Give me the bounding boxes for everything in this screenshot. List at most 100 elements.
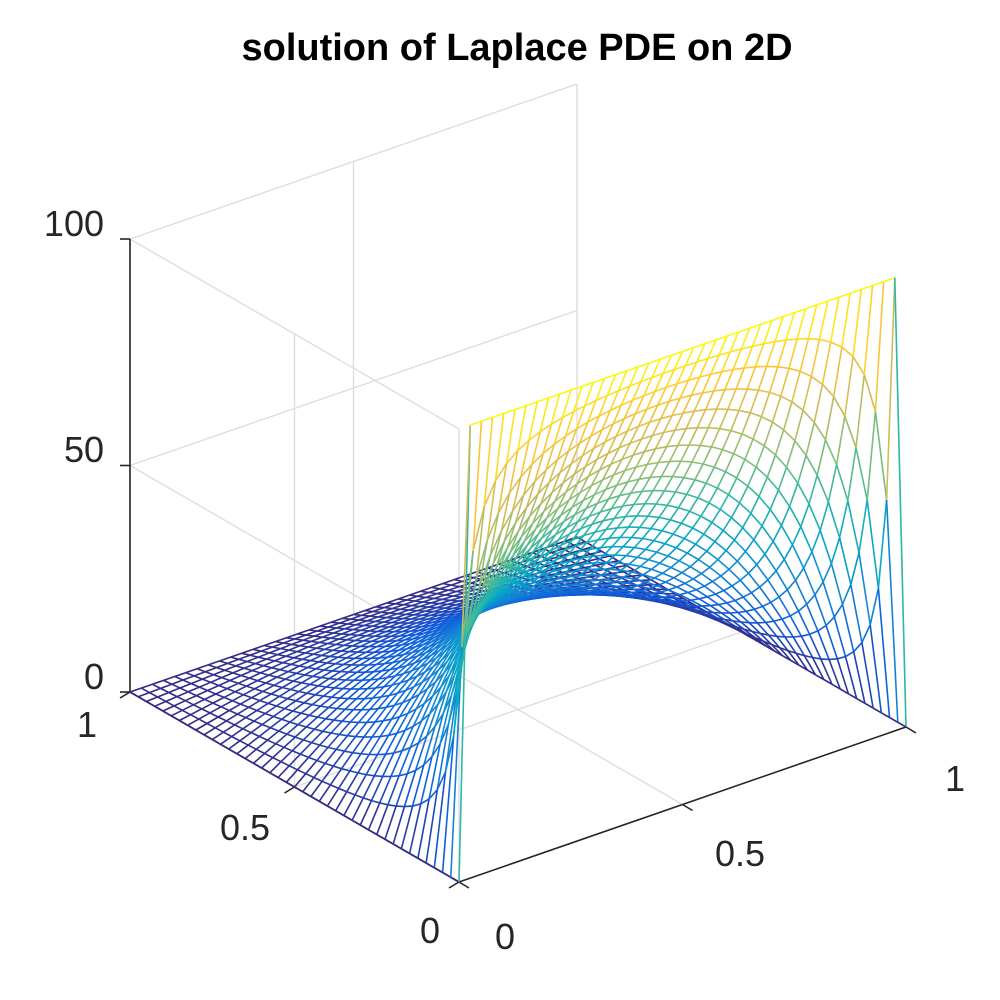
mesh-line-x — [389, 608, 401, 614]
mesh-line-x — [369, 670, 383, 681]
mesh-line-y — [261, 723, 271, 729]
mesh-line-y — [699, 427, 710, 446]
mesh-line-x — [852, 651, 866, 704]
mesh-line-y — [386, 616, 395, 619]
mesh-line-x — [444, 590, 457, 596]
mesh-line-x — [220, 700, 233, 708]
mesh-line-y — [706, 541, 716, 552]
mesh-line-x — [866, 499, 880, 589]
mesh-line-x — [236, 744, 249, 755]
mesh-line-x — [363, 620, 376, 627]
mesh-line-y — [716, 471, 727, 489]
mesh-line-x — [363, 721, 376, 738]
mesh-line-x — [384, 732, 398, 755]
mesh-line-x — [717, 558, 730, 570]
mesh-line-x — [675, 491, 687, 496]
mesh-line-y — [773, 618, 783, 622]
mesh-line-y — [278, 730, 288, 735]
mesh-line-y — [294, 786, 304, 793]
mesh-line-x — [425, 789, 439, 864]
mesh-line-x — [386, 598, 399, 604]
mesh-line-x — [284, 700, 297, 710]
mesh-line-x — [564, 545, 576, 551]
mesh-line-x — [472, 506, 486, 552]
mesh-line-x — [885, 499, 899, 723]
mesh-line-y — [645, 391, 656, 410]
mesh-line-y — [583, 523, 593, 536]
mesh-line-x — [358, 679, 371, 690]
mesh-line-x — [718, 351, 731, 356]
mesh-line-x — [330, 720, 343, 734]
mesh-line-y — [483, 417, 494, 507]
mesh-line-y — [586, 531, 596, 543]
mesh-line-x — [469, 420, 482, 426]
mesh-line-y — [517, 507, 528, 532]
mesh-line-y — [210, 681, 220, 687]
mesh-line-x — [582, 493, 595, 502]
mesh-line-x — [628, 563, 641, 568]
mesh-line-y — [507, 557, 517, 574]
mesh-line-x — [211, 731, 224, 741]
mesh-line-y — [577, 508, 587, 523]
mesh-line-y — [777, 467, 788, 491]
mesh-line-x — [706, 596, 719, 606]
mesh-line-y — [553, 567, 563, 577]
mesh-line-y — [609, 390, 620, 411]
mesh-line-y — [377, 706, 387, 710]
mesh-line-x — [341, 709, 354, 722]
mesh-line-x — [434, 691, 447, 727]
mesh-line-y — [228, 709, 238, 715]
mesh-line-x — [883, 277, 896, 283]
mesh-line-x — [869, 624, 883, 713]
mesh-line-y — [720, 568, 730, 577]
mesh-line-y — [679, 591, 689, 596]
mesh-line-y — [323, 695, 332, 698]
mesh-line-x — [570, 454, 584, 465]
mesh-line-x — [384, 805, 397, 840]
mesh-line-y — [223, 731, 233, 738]
mesh-line-y — [262, 690, 272, 695]
mesh-line-x — [408, 666, 421, 681]
mesh-line-x — [303, 694, 316, 704]
mesh-line-x — [623, 545, 635, 549]
mesh-line-y — [601, 410, 611, 431]
mesh-line-x — [328, 670, 341, 680]
mesh-line-y — [641, 527, 652, 540]
mesh-line-y — [680, 510, 691, 524]
mesh-line-y — [622, 536, 633, 548]
mesh-line-x — [261, 715, 274, 726]
mesh-line-y — [550, 393, 561, 425]
mesh-line-x — [548, 393, 560, 399]
mesh-line-y — [290, 688, 299, 693]
mesh-line-y — [780, 368, 790, 397]
mesh-line-y — [617, 370, 628, 392]
mesh-line-y — [546, 534, 557, 548]
mesh-line-x — [203, 727, 216, 736]
mesh-line-x — [146, 696, 158, 703]
mesh-line-x — [350, 614, 362, 620]
mesh-line-y — [571, 492, 581, 508]
mesh-line-x — [352, 698, 366, 711]
mesh-line-y — [497, 463, 508, 514]
mesh-line-x — [629, 438, 642, 444]
mesh-line-y — [799, 338, 810, 372]
mesh-line-x — [782, 312, 795, 318]
mesh-line-y — [738, 485, 749, 504]
mesh-line-x — [877, 588, 891, 718]
mesh-line-y — [514, 494, 525, 524]
mesh-line-x — [481, 563, 494, 592]
mesh-line-y — [380, 734, 389, 738]
mesh-line-y — [863, 285, 874, 375]
mesh-line-x — [453, 575, 466, 581]
mesh-line-x — [222, 724, 236, 733]
mesh-line-x — [633, 502, 646, 506]
mesh-line-y — [446, 620, 455, 625]
mesh-line-y — [608, 527, 618, 539]
mesh-line-x — [420, 756, 433, 804]
mesh-line-y — [651, 358, 661, 378]
mesh-line-y — [623, 399, 634, 419]
mesh-line-y — [561, 560, 571, 570]
mesh-line-x — [543, 500, 556, 513]
mesh-line-x — [645, 548, 657, 553]
mesh-line-y — [789, 610, 799, 617]
